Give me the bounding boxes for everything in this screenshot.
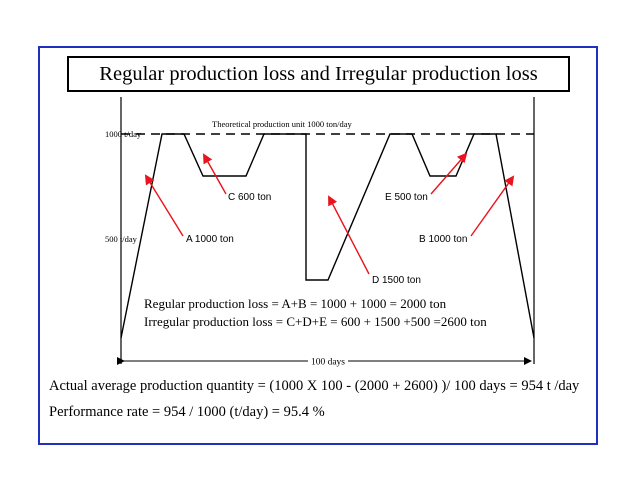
slide-title: Regular production loss and Irregular pr…: [67, 56, 570, 92]
slide-frame: [38, 46, 598, 445]
label-d: D 1500 ton: [372, 275, 421, 286]
irregular-loss-equation: Irregular production loss = C+D+E = 600 …: [144, 314, 487, 329]
arrow-a: [144, 174, 184, 237]
arrow-b: [470, 175, 515, 237]
average-production-text: Actual average production quantity = (10…: [49, 378, 580, 394]
arrow-d: [328, 195, 370, 275]
theoretical-line-label: Theoretical production unit 1000 ton/day: [212, 119, 352, 129]
y-label-mid: 500 t/day: [105, 234, 138, 244]
label-c: C 600 ton: [228, 192, 271, 203]
span-label: 100 days: [311, 358, 345, 368]
performance-rate-text: Performance rate = 954 / 1000 (t/day) = …: [49, 404, 325, 420]
arrow-e: [430, 152, 468, 195]
label-a: A 1000 ton: [186, 234, 234, 245]
arrow-c: [203, 153, 227, 195]
label-e: E 500 ton: [385, 192, 428, 203]
label-b: B 1000 ton: [419, 234, 467, 245]
y-label-top: 1000 t/day: [105, 129, 142, 139]
regular-loss-equation: Regular production loss = A+B = 1000 + 1…: [144, 296, 447, 311]
